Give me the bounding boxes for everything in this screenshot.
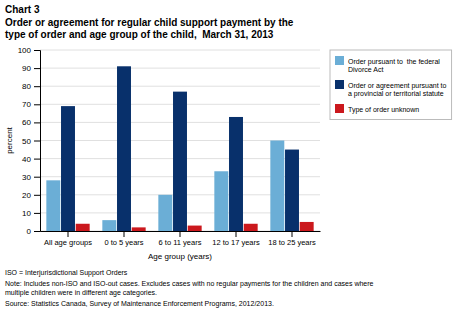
x-axis: All age groups 0 to 5 years 6 to 11 years 1… <box>41 231 321 247</box>
grid <box>40 50 320 231</box>
legend-swatch <box>335 104 344 113</box>
y-tick-mark <box>34 104 40 105</box>
y-tick: 40 <box>22 155 40 164</box>
bar <box>173 92 187 231</box>
bar <box>229 117 243 231</box>
x-tick-mark <box>292 231 293 237</box>
y-tick-mark <box>34 231 40 232</box>
bar <box>61 106 75 231</box>
y-tick-mark <box>34 50 40 51</box>
x-tick-mark <box>180 231 181 237</box>
legend: Order pursuant to the federalDivorce Act… <box>330 50 452 120</box>
plot: 0 10 20 30 40 50 60 70 80 90 100 All age groups 0 to… <box>5 46 321 261</box>
bar <box>188 226 202 231</box>
y-tick-mark <box>34 122 40 123</box>
legend-label: Order pursuant to the federalDivorce Act <box>348 58 440 74</box>
y-tick-label: 10 <box>22 209 31 218</box>
y-tick-label: 40 <box>22 155 31 164</box>
bar <box>300 222 314 231</box>
y-tick-label: 0 <box>27 227 32 236</box>
x-tick-mark <box>68 231 69 237</box>
y-tick-mark <box>34 177 40 178</box>
y-tick: 50 <box>22 137 40 146</box>
y-tick: 10 <box>22 209 40 218</box>
x-axis-title: Age group (years) <box>148 252 212 261</box>
y-tick: 0 <box>27 227 40 236</box>
x-tick-label: 18 to 25 years <box>268 238 316 247</box>
bars <box>46 66 313 231</box>
bar <box>214 171 228 231</box>
x-tick-label: 12 to 17 years <box>212 238 260 247</box>
legend-swatch <box>335 80 344 89</box>
bar <box>244 224 258 231</box>
x-tick-label: 6 to 11 years <box>159 238 202 247</box>
chart: Chart 3 Order or agreement for regular ch… <box>0 0 474 331</box>
bar <box>46 180 60 231</box>
subtitle: Order or agreement for regular child sup… <box>5 17 294 40</box>
y-tick: 80 <box>22 82 40 91</box>
grid-line <box>40 86 320 87</box>
legend-swatch <box>335 56 344 65</box>
y-tick-label: 70 <box>22 100 31 109</box>
y-tick: 20 <box>22 191 40 200</box>
y-tick: 30 <box>22 173 40 182</box>
legend-item: Order or agreement pursuant toa provinci… <box>335 80 447 98</box>
x-tick: 0 to 5 years <box>104 231 143 247</box>
y-tick-mark <box>34 195 40 196</box>
note: ISO = Interjurisdictional Support Orders <box>5 269 128 277</box>
bar-series <box>61 66 299 231</box>
bar <box>117 66 131 231</box>
legend-item: Type of order unknown <box>335 104 419 114</box>
x-tick-label: All age groups <box>44 238 92 247</box>
y-tick-label: 80 <box>22 82 31 91</box>
bar-series <box>76 222 314 231</box>
y-tick-mark <box>34 159 40 160</box>
y-tick: 90 <box>22 64 40 73</box>
legend-frame <box>330 50 452 120</box>
title: Chart 3 <box>5 4 40 15</box>
x-tick: 6 to 11 years <box>159 231 202 247</box>
x-tick-label: 0 to 5 years <box>104 238 143 247</box>
y-tick: 70 <box>22 100 40 109</box>
y-tick-label: 60 <box>22 118 31 127</box>
x-tick-mark <box>124 231 125 237</box>
legend-label: Type of order unknown <box>348 106 419 114</box>
y-tick-label: 30 <box>22 173 31 182</box>
y-tick-mark <box>34 141 40 142</box>
bar <box>102 220 116 231</box>
y-tick: 60 <box>22 118 40 127</box>
bar <box>132 227 146 231</box>
y-tick-mark <box>34 86 40 87</box>
grid-line <box>40 68 320 69</box>
y-tick-label: 20 <box>22 191 31 200</box>
y-tick-label: 50 <box>22 137 31 146</box>
x-tick: 12 to 17 years <box>212 231 260 247</box>
y-tick-label: 100 <box>18 46 32 55</box>
bar <box>270 141 284 232</box>
y-axis-line <box>34 51 41 232</box>
y-axis-title: percent <box>5 126 14 153</box>
y-tick-mark <box>34 213 40 214</box>
x-tick: All age groups <box>44 231 92 247</box>
y-tick-label: 90 <box>22 64 31 73</box>
grid-line <box>40 50 320 51</box>
bar <box>285 150 299 231</box>
legend-item: Order pursuant to the federalDivorce Act <box>335 56 440 73</box>
x-tick: 18 to 25 years <box>268 231 316 247</box>
legend-label: Order or agreement pursuant toa provinci… <box>348 82 447 99</box>
y-tick-mark <box>34 68 40 69</box>
bar <box>158 195 172 231</box>
bar <box>76 224 90 231</box>
y-tick: 100 <box>18 46 40 55</box>
note: Source: Statistics Canada, Survey of Mai… <box>5 300 274 308</box>
bar-series <box>46 141 284 232</box>
y-axis: 0 10 20 30 40 50 60 70 80 90 100 <box>18 46 41 236</box>
x-tick-mark <box>236 231 237 237</box>
note: Note: Includes non-ISO and ISO-out cases… <box>5 280 374 297</box>
